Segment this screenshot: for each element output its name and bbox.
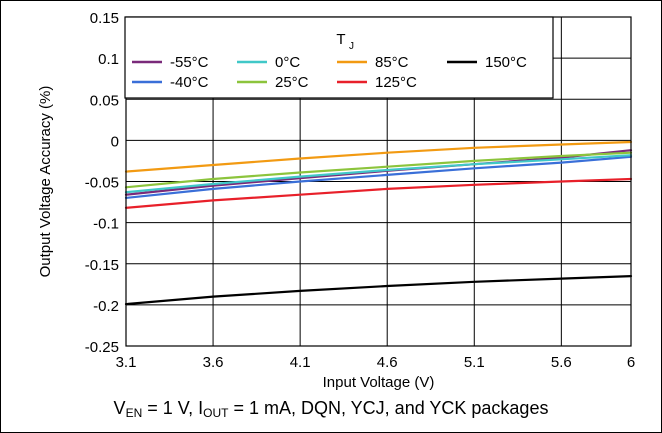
y-tick-label: -0.15 [85,257,119,274]
x-tick-label: 6 [627,354,635,371]
caption-v-subscript: EN [126,406,143,420]
y-axis-title: Output Voltage Accuracy (%) [37,86,54,278]
caption-i-subscript: OUT [203,406,228,420]
y-tick-label: 0.1 [98,51,119,68]
legend-label: 25°C [275,74,309,91]
y-tick-label: -0.05 [85,175,119,192]
legend-label: 85°C [375,54,409,71]
legend-title-subscript: J [349,41,354,52]
x-tick-label: 4.6 [377,354,398,371]
x-axis-title: Input Voltage (V) [323,374,435,391]
legend: T J -55°C -40°C 0°C 25°C 85°C 125°C 150°C [125,17,553,98]
x-tick-label: 3.1 [116,354,137,371]
x-tick-label: 3.6 [203,354,224,371]
legend-title: T [336,31,345,48]
y-tick-label: 0.15 [90,10,119,27]
y-tick-label: -0.25 [85,339,119,356]
legend-label: 150°C [485,54,527,71]
y-tick-label: -0.2 [93,298,119,315]
legend-label: 125°C [375,74,417,91]
figure-caption: VEN = 1 V, IOUT = 1 mA, DQN, YCJ, and YC… [0,398,662,420]
line-chart: 0.15 0.1 0.05 0 -0.05 -0.1 -0.15 -0.2 -0.253.1 3.… [0,0,662,395]
x-tick-label: 5.1 [464,354,485,371]
y-tick-label: -0.1 [93,216,119,233]
caption-middle-text: = 1 V, I [142,398,203,418]
legend-label: -40°C [170,74,209,91]
x-tick-label: 5.6 [551,354,572,371]
legend-label: -55°C [170,54,209,71]
y-tick-label: 0.05 [90,92,119,109]
x-tick-label: 4.1 [290,354,311,371]
legend-label: 0°C [275,54,300,71]
caption-tail-text: = 1 mA, DQN, YCJ, and YCK packages [228,398,548,418]
y-tick-label: 0 [111,133,119,150]
caption-v-symbol: V [114,398,126,418]
